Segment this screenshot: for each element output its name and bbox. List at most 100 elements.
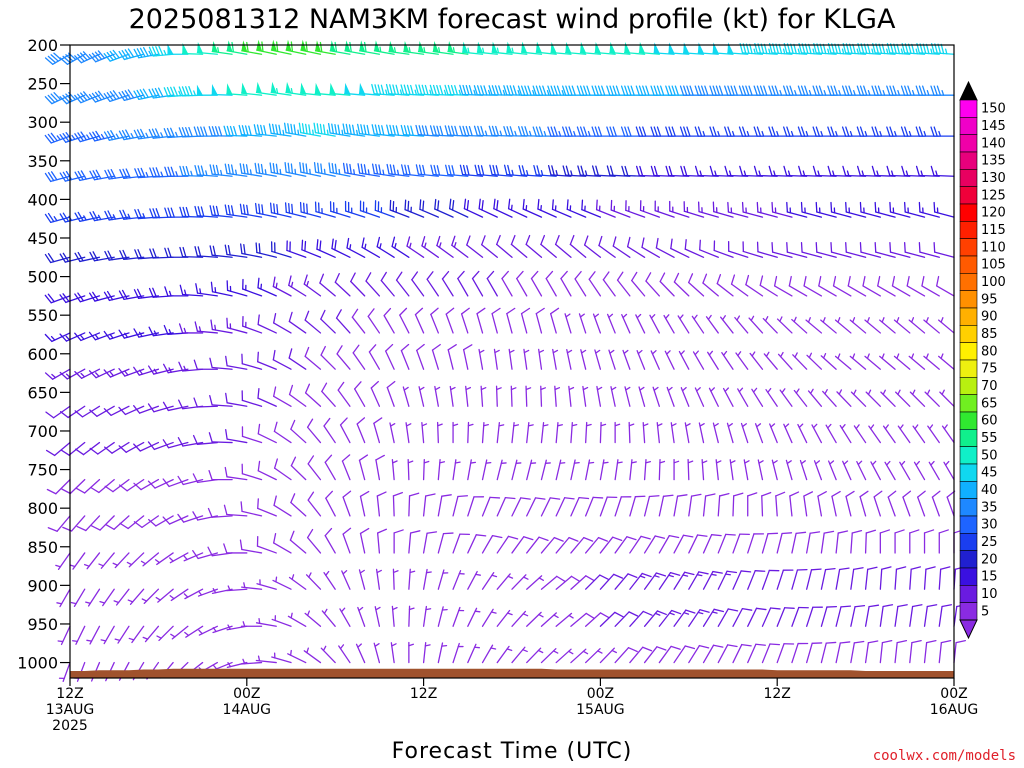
- wind-barb: [341, 570, 351, 590]
- wind-barb: [88, 50, 115, 63]
- wind-barb: [467, 459, 477, 481]
- wind-barb: [511, 497, 531, 517]
- wind-barb: [224, 244, 248, 258]
- wind-barb: [511, 646, 528, 664]
- wind-barb: [466, 235, 484, 258]
- x-tick-label: 12Z: [410, 686, 437, 702]
- wind-barb: [76, 515, 101, 532]
- wind-barb: [629, 459, 637, 481]
- wind-barb: [170, 625, 189, 640]
- wind-barb: [452, 495, 469, 517]
- wind-barb: [481, 496, 501, 517]
- wind-barb: [392, 568, 399, 590]
- wind-barb: [588, 271, 602, 297]
- wind-barb: [938, 353, 955, 370]
- wind-barb: [555, 421, 563, 444]
- wind-barb: [386, 380, 396, 407]
- wind-barb: [583, 235, 602, 258]
- colorbar-tick-label: 90: [981, 310, 998, 325]
- colorbar-swatch: [959, 169, 978, 187]
- colorbar-tick-label: 30: [981, 518, 998, 533]
- wind-barb: [422, 605, 432, 627]
- wind-barb: [459, 84, 484, 96]
- wind-barb: [806, 642, 823, 664]
- wind-barb: [103, 368, 130, 378]
- wind-barb: [194, 321, 218, 334]
- wind-barb: [320, 345, 336, 370]
- wind-barb: [699, 239, 719, 258]
- wind-barb: [342, 527, 352, 554]
- wind-barb: [812, 85, 837, 96]
- colorbar-tick-label: 115: [981, 223, 1006, 238]
- wind-barb: [673, 571, 695, 590]
- wind-barb: [183, 588, 204, 600]
- wind-barb: [61, 478, 86, 495]
- wind-barb: [288, 384, 307, 407]
- wind-barb: [511, 574, 529, 590]
- wind-barb: [599, 496, 618, 517]
- wind-barb: [84, 552, 101, 570]
- wind-barb: [688, 609, 710, 627]
- x-tick-label: 14AUG: [223, 702, 272, 718]
- wind-barb: [257, 423, 277, 444]
- wind-barb: [133, 405, 160, 414]
- wind-barb: [493, 348, 500, 370]
- wind-barb: [119, 249, 145, 261]
- wind-barb: [894, 639, 908, 664]
- wind-barb: [371, 163, 395, 177]
- colorbar-swatch: [959, 411, 978, 430]
- wind-barb: [923, 604, 938, 627]
- wind-barb: [422, 642, 431, 664]
- wind-barb: [845, 490, 855, 517]
- wind-barb: [526, 611, 544, 627]
- x-tick-label: 00Z: [233, 686, 260, 702]
- wind-barb: [320, 645, 336, 664]
- wind-barb: [859, 201, 881, 218]
- wind-barb: [629, 646, 653, 664]
- wind-barb: [72, 625, 86, 645]
- wind-barb: [418, 386, 425, 407]
- wind-barb: [708, 387, 719, 407]
- x-tick-label: 12Z: [56, 686, 83, 702]
- wind-barb: [830, 201, 852, 218]
- colorbar-tick-label: 150: [981, 102, 1006, 117]
- wind-barb: [609, 42, 631, 55]
- wind-barb: [414, 307, 425, 334]
- wind-barb: [853, 424, 867, 444]
- wind-barb: [909, 566, 922, 590]
- wind-barb: [591, 165, 616, 177]
- wind-barb: [337, 381, 351, 407]
- wind-barb: [631, 271, 646, 297]
- wind-barb: [268, 123, 292, 137]
- wind-barb: [503, 164, 528, 177]
- wind-barb: [240, 243, 263, 258]
- wind-barb: [421, 421, 428, 444]
- wind-barb: [701, 459, 708, 481]
- wind-barb: [169, 588, 189, 602]
- y-tick-label: 1000: [17, 654, 58, 673]
- wind-barb: [373, 642, 381, 664]
- wind-barb: [74, 51, 101, 64]
- wind-barb: [209, 164, 233, 177]
- wind-barb: [408, 568, 416, 590]
- wind-barb: [344, 82, 366, 96]
- wind-barb: [526, 459, 537, 481]
- wind-barb: [339, 417, 351, 444]
- wind-barb: [395, 271, 410, 297]
- wind-barb: [820, 352, 837, 370]
- wind-barb: [894, 566, 907, 590]
- wind-barb: [614, 496, 632, 517]
- wind-barb: [99, 588, 115, 607]
- wind-barb: [879, 353, 896, 370]
- wind-barb: [891, 275, 911, 297]
- wind-barb: [850, 605, 866, 627]
- wind-barb: [865, 389, 881, 407]
- wind-barb: [114, 625, 130, 644]
- wind-barb: [319, 273, 336, 297]
- wind-barb: [903, 201, 926, 218]
- wind-barb: [459, 164, 484, 177]
- wind-barb: [797, 85, 823, 96]
- wind-barb: [923, 529, 935, 554]
- colorbar-swatch: [959, 463, 978, 482]
- terrain-fill: [70, 668, 954, 678]
